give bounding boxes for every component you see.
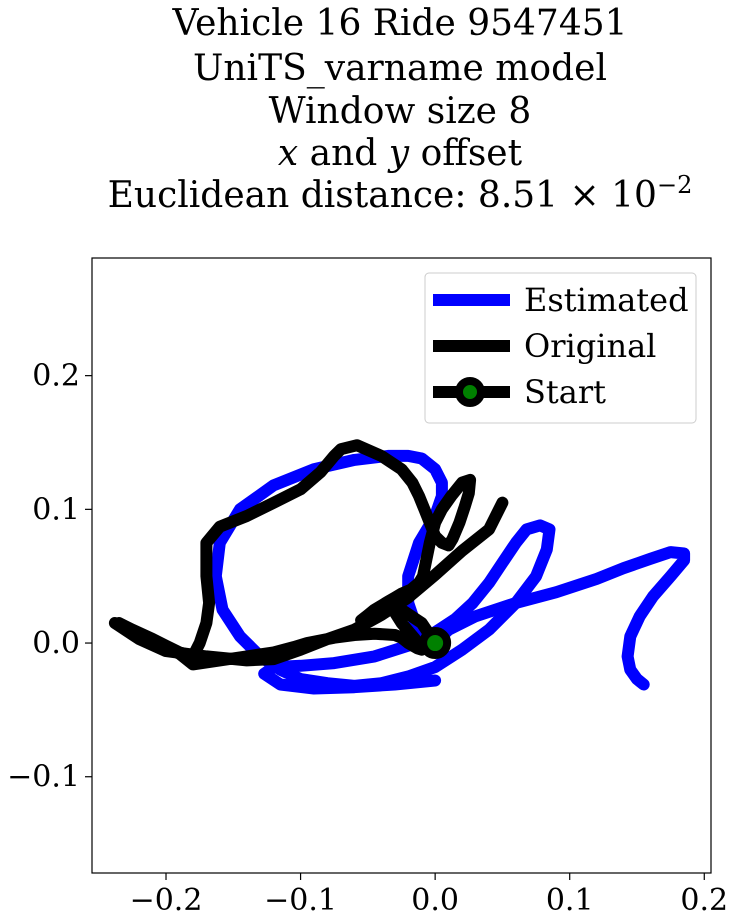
series-line-original-path: [112, 439, 477, 663]
x-tick-label: 0.2: [680, 883, 728, 918]
start-marker: [419, 627, 452, 660]
title-x-var: x: [278, 133, 298, 174]
title-offset: offset: [409, 133, 522, 174]
plot-area: [108, 439, 691, 695]
x-tick-label: −0.1: [264, 883, 337, 918]
title-distance-exponent: −2: [657, 171, 692, 199]
legend-label-start: Start: [524, 373, 606, 411]
series-line-estimated-path: [209, 449, 556, 695]
y-tick-label: 0.1: [32, 492, 80, 527]
title-line-4: x and y offset: [278, 133, 523, 174]
legend-box: [424, 272, 697, 424]
plot-frame: [91, 257, 712, 874]
x-tick-label: −0.2: [130, 883, 203, 918]
series-line-estimated: [429, 546, 691, 691]
title-line-3: Window size 8: [269, 91, 532, 132]
y-tick-label: −0.1: [7, 760, 80, 795]
title-line-2: UniTS_varname model: [193, 48, 607, 89]
title-line-5: Euclidean distance: 8.51 × 10−2: [108, 171, 693, 216]
legend-label-estimated: Estimated: [524, 281, 689, 319]
title-and: and: [298, 133, 389, 174]
y-tick-label: 0.2: [32, 359, 80, 394]
x-tick-label: 0.0: [411, 883, 459, 918]
legend: Estimated Original Start: [424, 272, 697, 424]
chart-title: Vehicle 16 Ride 9547451 UniTS_varname mo…: [108, 3, 693, 216]
x-tick-label: 0.1: [546, 883, 594, 918]
y-tick-label: 0.0: [32, 626, 80, 661]
legend-start-marker: [455, 377, 485, 407]
title-distance-prefix: Euclidean distance: 8.51 × 10: [108, 175, 657, 216]
title-y-var: y: [387, 133, 410, 174]
legend-label-original: Original: [524, 327, 656, 365]
axes: −0.2 −0.1 0.0 0.1 0.2 −0.1 0.0 0.1 0.2: [7, 257, 728, 918]
title-line-1: Vehicle 16 Ride 9547451: [171, 3, 627, 44]
